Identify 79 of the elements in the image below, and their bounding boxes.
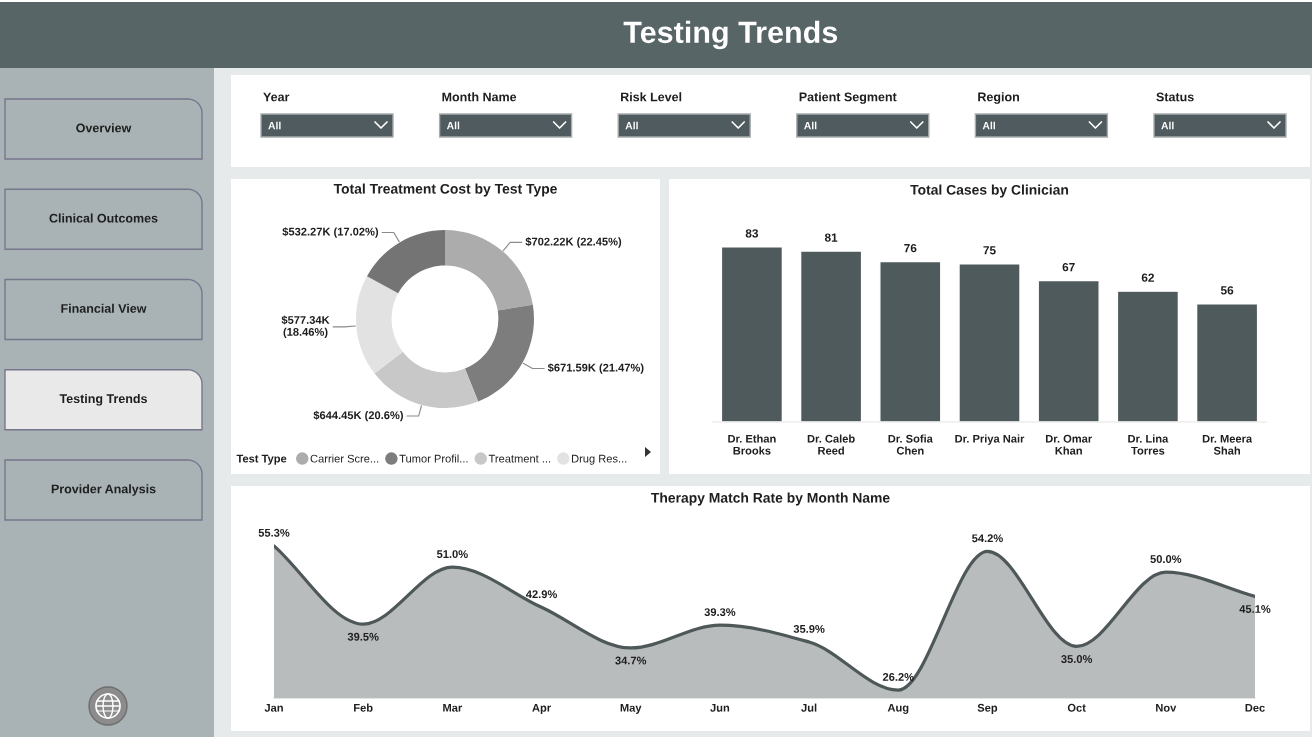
text: Overview <box>76 123 132 133</box>
category-label: Status <box>1156 92 1194 102</box>
text: Provider Analysis <box>51 484 156 496</box>
data-label: 62 <box>1141 273 1154 282</box>
data-label: 56 <box>1220 286 1234 295</box>
bar <box>958 262 1021 422</box>
bar <box>1195 303 1259 422</box>
data-label: 51.0% <box>436 550 468 559</box>
data-label: 75 <box>983 246 996 255</box>
text: Clinical Outcomes <box>49 213 158 223</box>
category-label: Patient Segment <box>799 92 897 104</box>
donut-slice <box>464 304 534 402</box>
x-tick-label: Mar <box>443 703 463 712</box>
x-tick-label: Apr <box>532 703 551 714</box>
bar <box>1037 279 1100 422</box>
text: All <box>804 121 817 130</box>
x-tick-label: Jun <box>710 703 730 712</box>
bar <box>879 260 942 422</box>
data-label: 45.1% <box>1239 605 1271 613</box>
text: Testing Trends <box>59 393 147 406</box>
data-label: 34.7% <box>615 656 647 665</box>
data-label: 50.0% <box>1150 555 1182 563</box>
legend-label: Drug Res... <box>571 454 627 465</box>
data-label: 35.0% <box>1061 655 1093 663</box>
text: All <box>1161 121 1174 130</box>
text: All <box>982 121 995 130</box>
category-label: Month Name <box>442 92 517 102</box>
x-tick-label: Dr. Caleb Reed <box>807 434 855 455</box>
text: All <box>625 121 638 130</box>
data-label: $532.27K (17.02%) <box>282 227 379 238</box>
x-tick-label: Aug <box>887 703 909 714</box>
data-label: 54.2% <box>972 534 1003 543</box>
x-tick-label: Sep <box>977 703 998 714</box>
data-label: 81 <box>824 233 838 242</box>
data-label: 39.3% <box>704 608 736 617</box>
legend-label: Treatment ... <box>488 454 551 463</box>
data-label: 42.9% <box>525 590 558 599</box>
data-label: 26.2% <box>882 673 914 681</box>
x-tick-label: Oct <box>1067 703 1086 712</box>
chart-title: Total Treatment Cost by Test Type <box>333 183 557 197</box>
legend-title: Test Type <box>236 454 287 465</box>
chart-title: Total Cases by Clinician <box>910 184 1069 198</box>
x-tick-label: Dr. Sofia Chen <box>888 434 933 455</box>
x-tick-label: Jul <box>801 703 817 712</box>
data-label: 67 <box>1062 262 1075 272</box>
x-tick-label: Dr. Priya Nair <box>955 434 1025 445</box>
legend-label: Tumor Profil... <box>399 454 468 463</box>
bar <box>720 246 784 422</box>
x-tick-label: Nov <box>1156 703 1177 712</box>
category-label: Risk Level <box>621 92 682 102</box>
x-tick-label: Dr. Omar Khan <box>1045 434 1092 455</box>
data-label: $577.34K (18.46%) <box>281 315 330 339</box>
x-tick-label: Dr. Meera Shah <box>1202 434 1253 455</box>
x-tick-label: Dr. Lina Torres <box>1128 434 1169 455</box>
data-label: 39.5% <box>347 632 379 641</box>
category-label: Region <box>978 92 1019 104</box>
text: Financial View <box>61 303 147 313</box>
chart-title: Therapy Match Rate by Month Name <box>651 492 890 506</box>
x-tick-label: Jan <box>264 703 283 712</box>
donut-slice <box>356 276 403 374</box>
data-label: 35.9% <box>793 624 825 633</box>
data-label: 83 <box>745 229 759 238</box>
text: All <box>446 121 460 130</box>
data-label: $644.45K (20.6%) <box>313 410 403 422</box>
text: All <box>268 121 281 130</box>
bar <box>799 250 863 422</box>
data-label: $702.22K (22.45%) <box>525 237 622 248</box>
data-label: 76 <box>904 243 917 253</box>
x-tick-label: Feb <box>354 703 373 712</box>
data-label: $671.59K (21.47%) <box>547 363 644 374</box>
legend-label: Carrier Scre... <box>310 454 379 463</box>
x-tick-label: May <box>620 703 642 714</box>
category-label: Year <box>263 92 290 102</box>
x-tick-label: Dr. Ethan Brooks <box>728 434 776 455</box>
donut-slice <box>374 351 479 408</box>
data-label: 55.3% <box>258 528 290 537</box>
bar <box>1116 290 1180 422</box>
text: Testing Trends <box>623 20 838 50</box>
x-tick-label: Dec <box>1245 703 1265 712</box>
